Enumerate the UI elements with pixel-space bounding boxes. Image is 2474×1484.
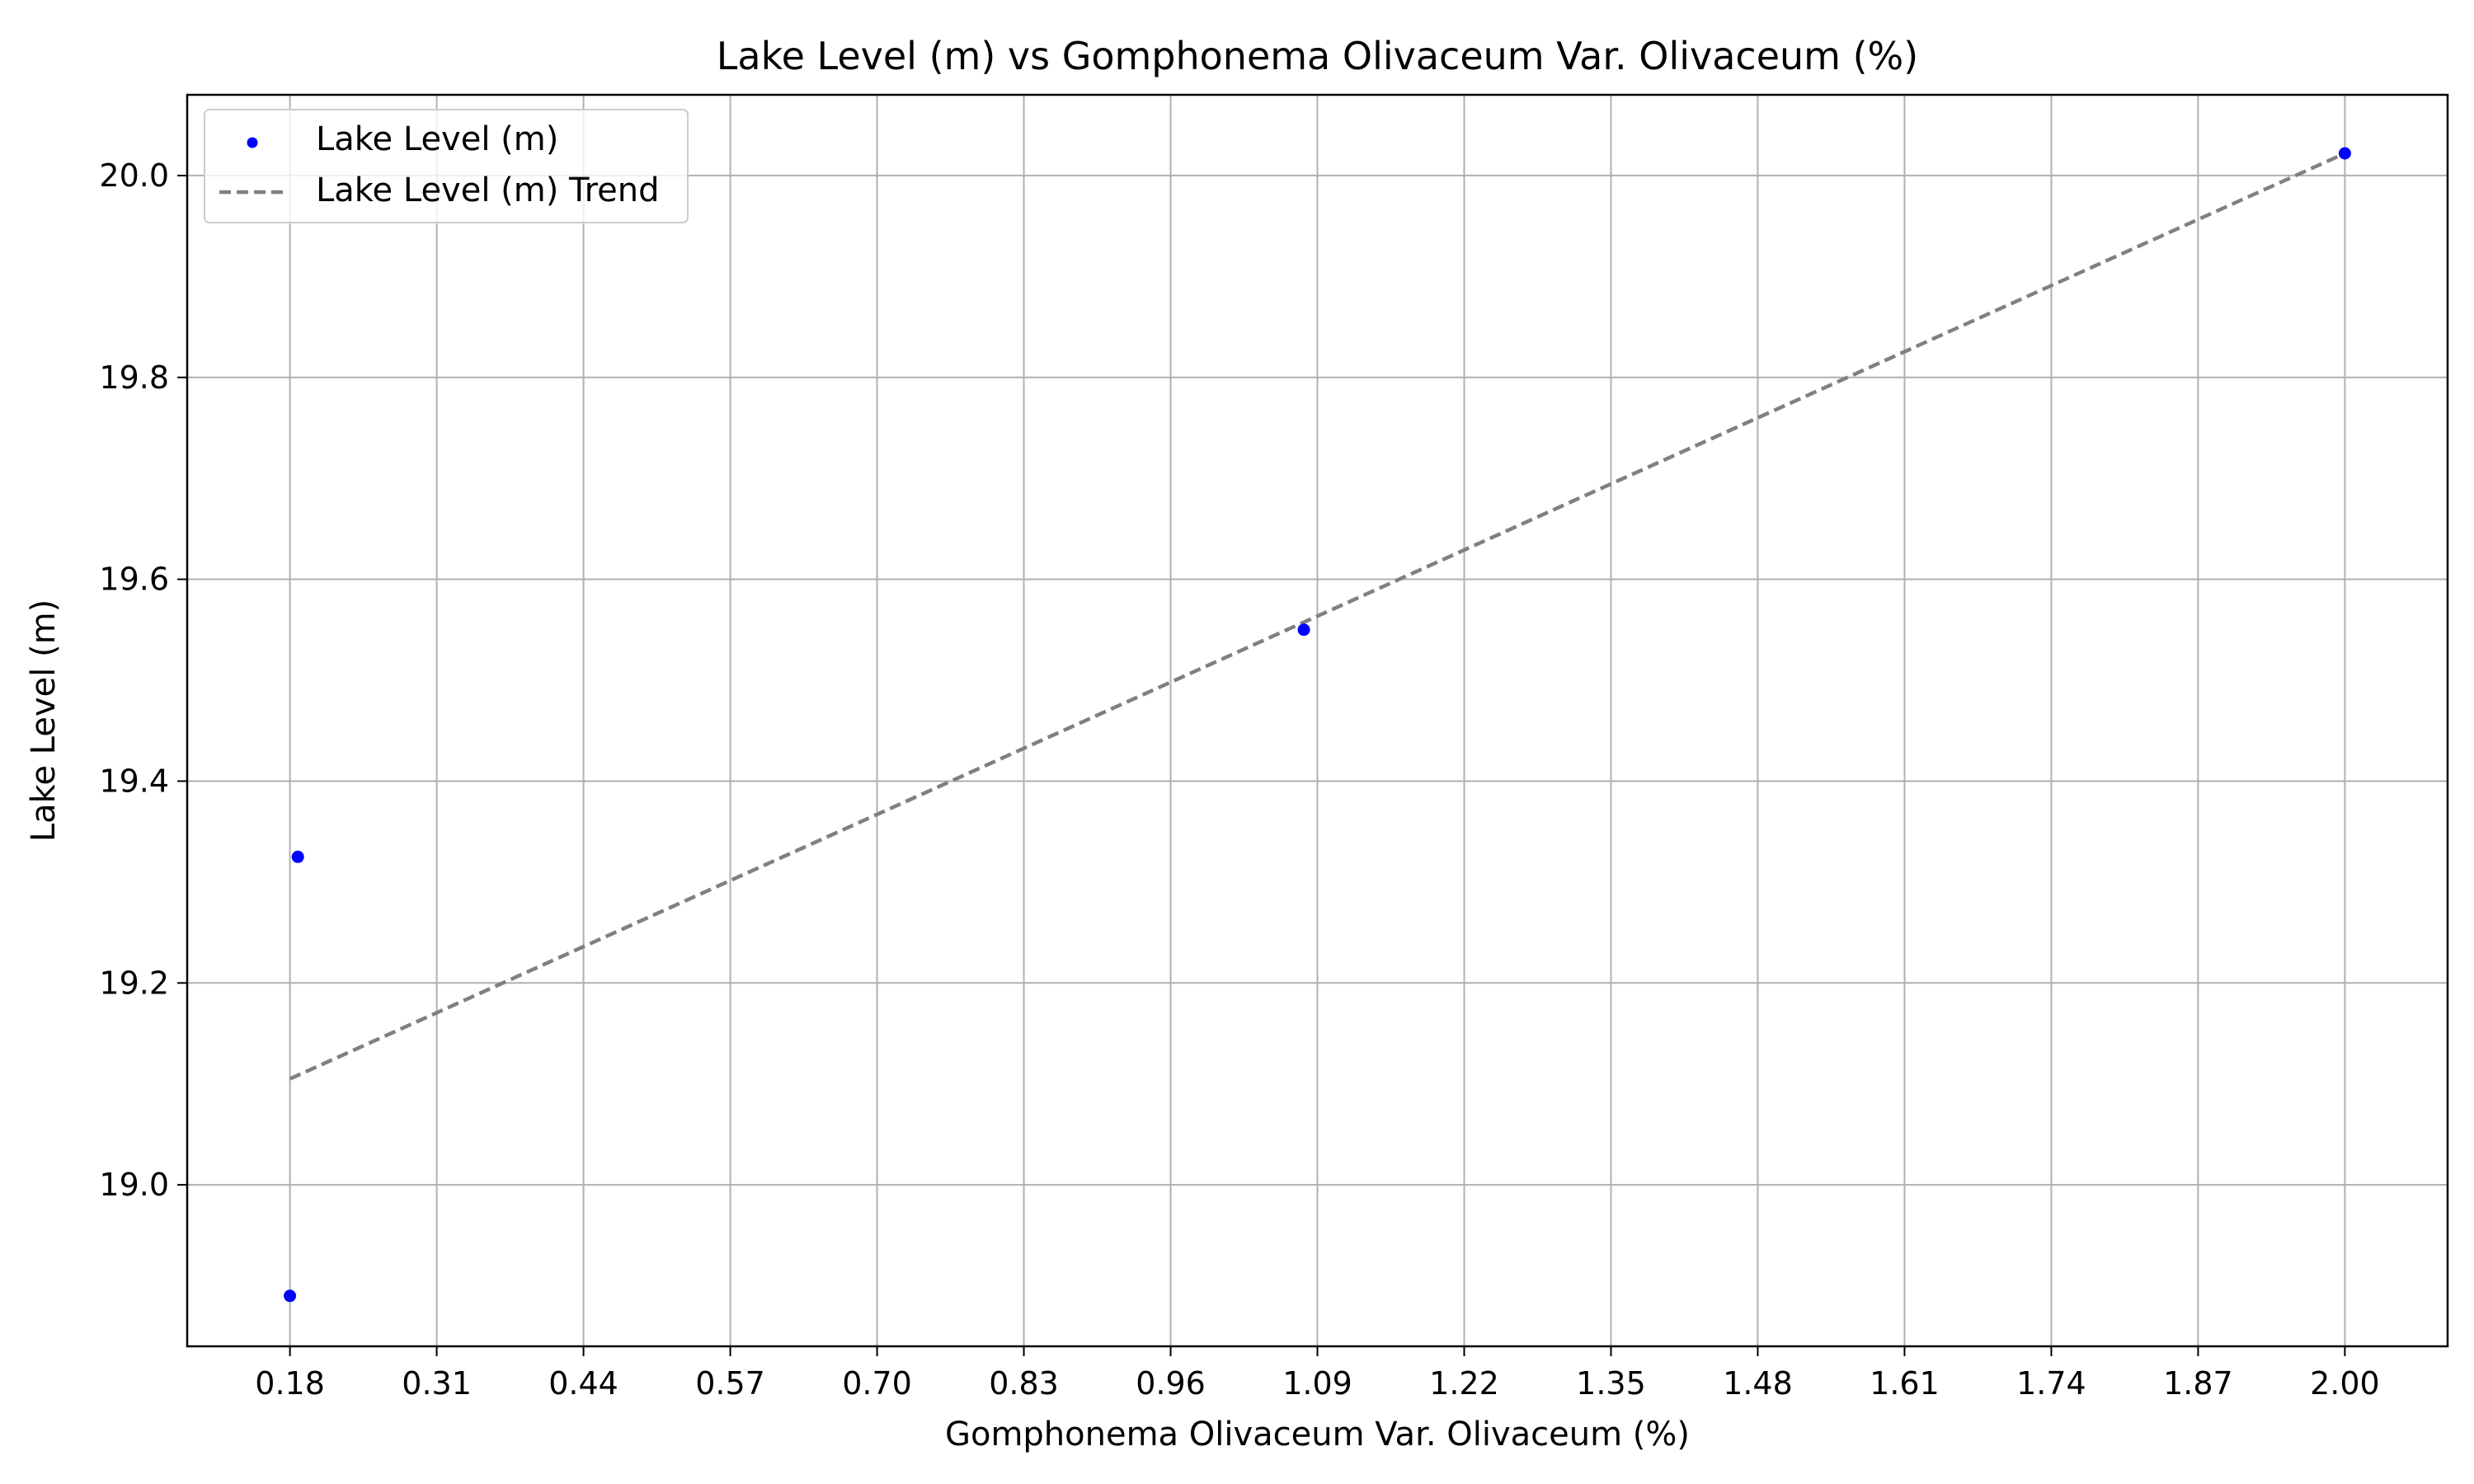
data-point [2338,147,2351,160]
legend-marker-points [247,137,258,148]
legend-label-points: Lake Level (m) [316,120,558,158]
y-tick-label: 20.0 [99,157,169,194]
x-tick-label: 1.35 [1576,1365,1646,1402]
x-tick-label: 0.31 [402,1365,472,1402]
y-axis-title: Lake Level (m) [25,599,63,842]
y-tick-label: 19.0 [99,1167,169,1203]
x-tick-label: 0.44 [548,1365,618,1402]
legend-box [204,109,689,223]
x-tick-label: 1.48 [1723,1365,1793,1402]
x-tick-label: 0.83 [989,1365,1059,1402]
y-tick-label: 19.6 [99,561,169,598]
trend-layer [289,151,2346,1081]
x-tick-label: 0.70 [842,1365,912,1402]
chart-title: Lake Level (m) vs Gomphonema Olivaceum V… [717,34,1918,78]
data-point [1297,623,1310,636]
x-tick-label: 1.09 [1282,1365,1352,1402]
data-point [284,1289,297,1303]
points-layer [284,147,2351,1303]
ticks: 0.18 0.31 0.44 0.57 0.70 0.83 0.96 1.09 1.22 1.35… [99,157,2379,1402]
x-axis-title: Gomphonema Olivaceum Var. Olivaceum (%) [945,1416,1690,1453]
legend-label-trend: Lake Level (m) Trend [316,171,660,209]
data-point [291,850,304,863]
grid [187,95,2448,1346]
x-tick-label: 2.00 [2310,1365,2380,1402]
x-tick-label: 1.74 [2016,1365,2086,1402]
x-tick-label: 1.87 [2163,1365,2233,1402]
x-tick-label: 1.22 [1429,1365,1499,1402]
x-tick-label: 0.18 [255,1365,325,1402]
y-tick-label: 19.4 [99,763,169,799]
x-tick-label: 0.96 [1136,1365,1206,1402]
x-tick-label: 0.57 [695,1365,765,1402]
y-tick-label: 19.2 [99,965,169,1001]
y-tick-label: 19.8 [99,359,169,396]
x-tick-label: 1.61 [1870,1365,1940,1402]
legend: Lake Level (m) Lake Level (m) Trend [204,109,689,223]
trend-line [289,151,2346,1081]
